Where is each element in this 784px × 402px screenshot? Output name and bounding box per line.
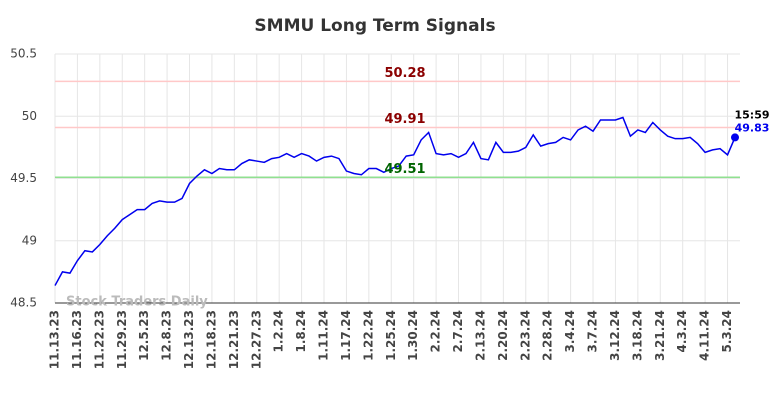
last-point [731, 133, 739, 142]
last-time: 15:59 [734, 108, 769, 121]
y-tick-label: 50 [22, 109, 37, 123]
y-tick-label: 49 [22, 233, 37, 247]
x-tick-label: 2.2.24 [429, 310, 443, 353]
x-tick-label: 12.8.23 [160, 310, 174, 361]
x-tick-label: 11.29.23 [115, 310, 129, 369]
x-tick-label: 4.3.24 [675, 310, 689, 353]
x-tick-label: 11.16.23 [70, 310, 84, 369]
chart-title: SMMU Long Term Signals [254, 16, 495, 36]
x-tick-label: 11.22.23 [92, 310, 106, 369]
x-tick-label: 1.2.24 [272, 310, 286, 353]
x-tick-label: 2.20.24 [496, 310, 510, 361]
y-tick-label: 50.5 [10, 47, 37, 61]
price-line [54, 116, 736, 286]
x-tick-label: 2.28.24 [541, 310, 555, 361]
reference-label: 50.28 [384, 66, 425, 81]
y-tick-label: 49.5 [10, 171, 37, 185]
x-tick-label: 12.21.23 [227, 310, 241, 369]
last-value: 49.83 [735, 121, 770, 134]
x-tick-label: 4.11.24 [698, 310, 712, 361]
x-tick-label: 11.13.23 [48, 310, 62, 369]
y-tick-label: 48.5 [10, 296, 37, 310]
x-tick-label: 3.12.24 [608, 310, 622, 361]
x-tick-label: 3.7.24 [586, 310, 600, 353]
x-tick-label: 12.13.23 [182, 310, 196, 369]
x-tick-label: 5.3.24 [720, 310, 734, 353]
watermark: Stock Traders Daily [66, 295, 208, 310]
x-tick-label: 12.5.23 [137, 310, 151, 361]
reference-label: 49.51 [384, 162, 425, 177]
x-tick-label: 2.7.24 [451, 310, 465, 353]
x-tick-label: 12.27.23 [249, 310, 263, 369]
x-tick-label: 3.18.24 [630, 310, 644, 361]
x-tick-label: 2.23.24 [518, 310, 532, 361]
x-tick-label: 1.17.24 [339, 310, 353, 361]
x-tick-label: 3.21.24 [653, 310, 667, 361]
x-tick-label: 3.4.24 [563, 310, 577, 353]
x-tick-label: 1.8.24 [294, 310, 308, 353]
x-tick-label: 12.18.23 [204, 310, 218, 369]
x-tick-label: 2.13.24 [473, 310, 487, 361]
reference-label: 49.91 [384, 112, 425, 127]
x-tick-label: 1.25.24 [384, 310, 398, 361]
x-tick-label: 1.11.24 [317, 310, 331, 361]
x-tick-label: 1.30.24 [406, 310, 420, 361]
x-tick-label: 1.22.24 [361, 310, 375, 361]
